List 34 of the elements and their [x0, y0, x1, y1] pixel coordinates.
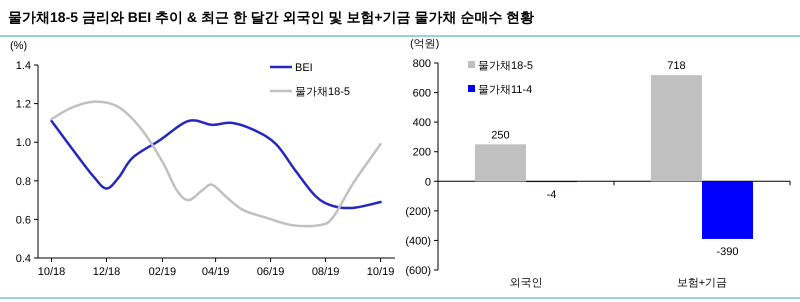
x-tick-label: 12/18 — [92, 266, 120, 278]
x-tick-label: 보험+기금 — [676, 277, 728, 289]
y-tick-label: 600 — [412, 88, 431, 100]
x-tick-label: 02/19 — [148, 266, 176, 278]
x-tick-label: 04/19 — [202, 266, 230, 278]
y-axis-title: (%) — [10, 40, 28, 52]
y-axis-title: (억원) — [410, 38, 440, 50]
x-tick-label: 10/19 — [366, 266, 394, 278]
data-label: -390 — [716, 246, 739, 258]
y-tick-label: 1.2 — [16, 98, 31, 111]
y-tick-label: 1.0 — [16, 137, 31, 150]
chart-title: 물가채18-5 금리와 BEI 추이 & 최근 한 달간 외국인 및 보험+기금 물가채 순매수 현황 — [8, 9, 534, 25]
y-tick-label: 800 — [412, 58, 431, 70]
legend-label: BEI — [295, 62, 313, 74]
x-tick-label: 외국인 — [510, 277, 542, 289]
y-tick-label: 0.4 — [16, 253, 31, 265]
data-label: 718 — [667, 60, 686, 72]
y-tick-label: 400 — [412, 117, 431, 130]
legend-label: 물가채11-4 — [478, 84, 532, 96]
legend-label: 물가채18-5 — [295, 86, 350, 98]
y-tick-label: 0.8 — [16, 176, 31, 188]
data-label: -4 — [546, 188, 556, 201]
y-tick-label: 1.4 — [16, 60, 31, 72]
y-tick-label: 0 — [424, 176, 431, 188]
legend-label: 물가채18-5 — [478, 60, 534, 72]
y-tick-label: (600) — [405, 265, 431, 277]
y-tick-label: (400) — [405, 235, 431, 248]
data-label: 250 — [491, 129, 510, 142]
y-tick-label: 0.6 — [16, 214, 31, 226]
x-tick-label: 06/19 — [256, 266, 284, 278]
y-tick-label: (200) — [405, 206, 431, 218]
x-tick-label: 10/18 — [38, 266, 66, 278]
x-tick-label: 08/19 — [312, 266, 340, 278]
y-tick-label: 200 — [412, 146, 431, 159]
